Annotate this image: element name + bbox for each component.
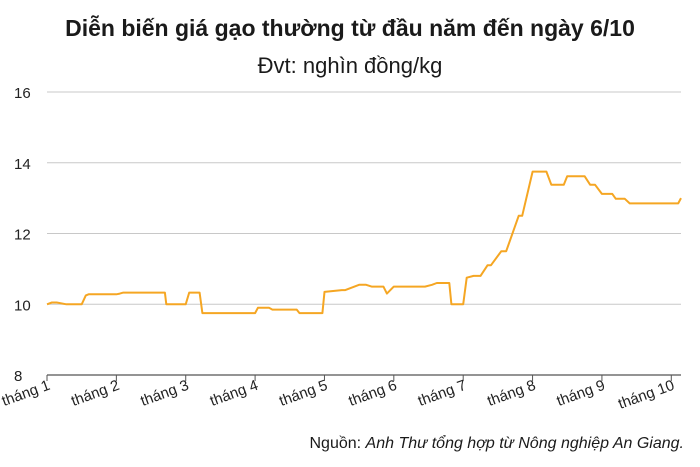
x-tick-label: tháng 8: [485, 377, 538, 410]
y-tick-label: 12: [14, 227, 31, 244]
x-axis-tick-labels: tháng 1 tháng 2 tháng 3 tháng 4 tháng 5 tháng…: [0, 377, 677, 413]
series-lines: [46, 170, 682, 315]
x-tick-label: tháng 6: [346, 377, 399, 410]
y-tick-label: 8: [14, 368, 22, 385]
x-tick-label: tháng 5: [277, 377, 330, 410]
y-axis-tick-labels: 8 10 12 14 16: [14, 85, 31, 385]
x-tick-label: tháng 7: [416, 377, 469, 410]
price-line: [46, 170, 682, 315]
y-tick-label: 16: [14, 85, 31, 102]
x-tick-label: tháng 9: [554, 377, 607, 410]
x-tick-label: tháng 2: [69, 377, 122, 410]
x-tick-label: tháng 1: [0, 377, 52, 410]
source-prefix: Nguồn:: [309, 435, 362, 452]
chart-subtitle: Đvt: nghìn đồng/kg: [257, 53, 443, 78]
x-axis: [46, 374, 681, 381]
gridlines: [47, 91, 681, 376]
y-tick-label: 10: [14, 297, 31, 314]
y-tick-label: 14: [14, 156, 31, 173]
x-tick-label: tháng 4: [208, 377, 261, 410]
chart-title: Diễn biến giá gạo thường từ đầu năm đến …: [65, 15, 635, 41]
source-note: Nguồn: Anh Thư tổng hợp từ Nông nghiệp A…: [310, 434, 685, 454]
source-text: Anh Thư tổng hợp từ Nông nghiệp An Giang…: [365, 435, 684, 452]
x-tick-label: tháng 3: [138, 377, 191, 410]
x-tick-label: tháng 10: [616, 377, 677, 413]
